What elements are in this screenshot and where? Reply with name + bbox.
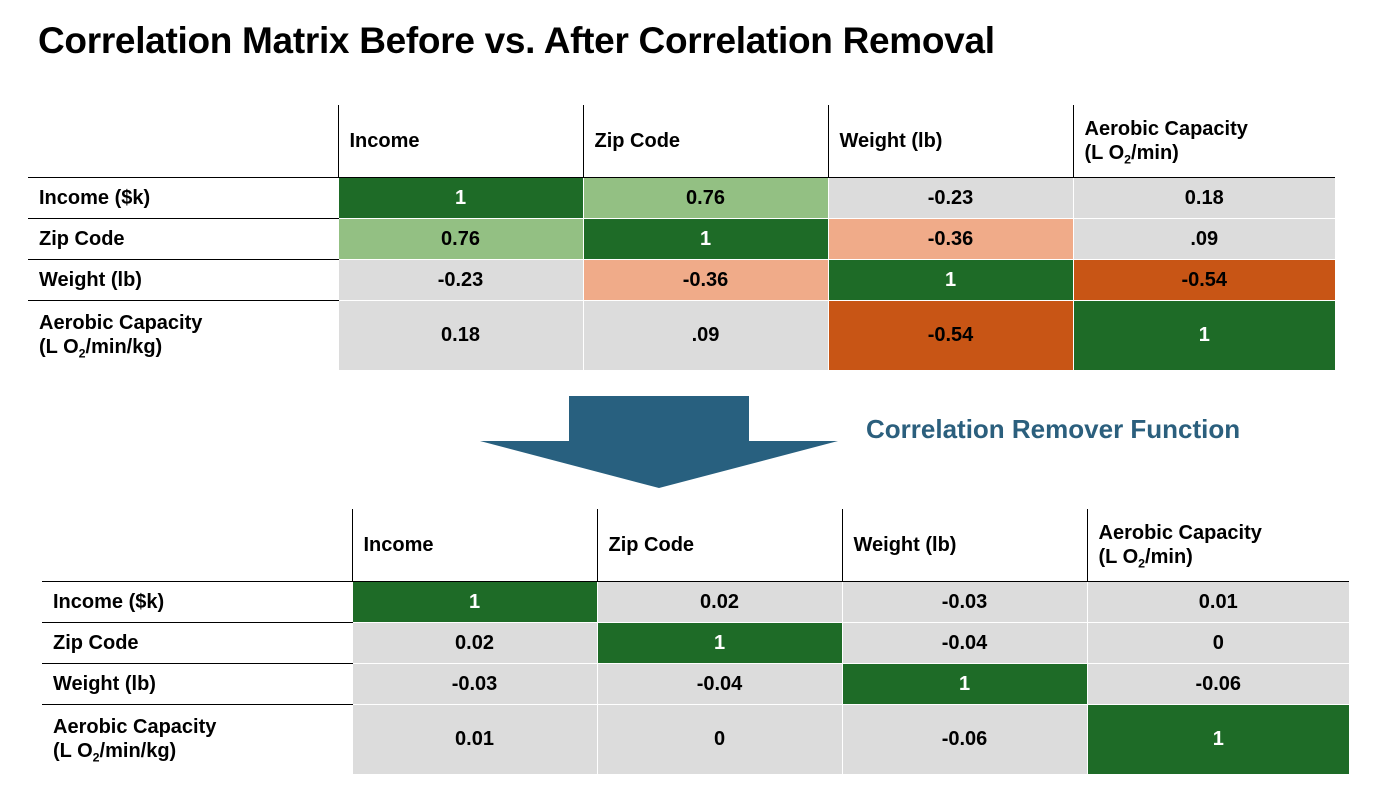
row-header: Income ($k) bbox=[42, 581, 352, 623]
row-header-label: Zip Code bbox=[53, 631, 139, 654]
column-header-label: Weight (lb) bbox=[853, 533, 957, 556]
column-header: Zip Code bbox=[582, 105, 828, 178]
row-header: Zip Code bbox=[42, 622, 352, 664]
page-title: Correlation Matrix Before vs. After Corr… bbox=[38, 20, 995, 61]
correlation-cell: -0.36 bbox=[582, 259, 828, 301]
correlation-cell: 0 bbox=[1086, 622, 1349, 664]
row-header: Aerobic Capacity (L O2/min/kg) bbox=[42, 704, 352, 774]
row-header: Aerobic Capacity (L O2/min/kg) bbox=[28, 300, 338, 370]
corner-cell bbox=[28, 105, 338, 178]
column-header-label-line1: Aerobic Capacity bbox=[1098, 521, 1262, 544]
table-row: Weight (lb) -0.23 -0.36 1 -0.54 bbox=[28, 259, 1335, 301]
table-row: Aerobic Capacity (L O2/min/kg) 0.18.09 -0.5… bbox=[28, 300, 1335, 371]
column-header-label-line2: (L O2/min) bbox=[1084, 141, 1179, 167]
correlation-cell: 0.76 bbox=[337, 218, 583, 260]
row-header-label-line2: (L O2/min/kg) bbox=[39, 336, 163, 361]
correlation-cell: .09 bbox=[1072, 218, 1335, 260]
row-header: Zip Code bbox=[28, 218, 338, 260]
column-header: Weight (lb) bbox=[827, 105, 1073, 178]
column-header-label: Weight (lb) bbox=[839, 129, 943, 152]
correlation-cell: -0.23 bbox=[827, 177, 1073, 219]
column-header: Aerobic Capacity (L O2/min) bbox=[1072, 105, 1335, 178]
column-header-label: Income bbox=[363, 533, 434, 556]
correlation-cell: 0.01 bbox=[1086, 581, 1349, 623]
row-header-label: Income ($k) bbox=[53, 590, 165, 613]
table-row: Aerobic Capacity (L O2/min/kg) 0.01 0 -0.06 1 bbox=[42, 704, 1349, 775]
correlation-cell: 1 bbox=[337, 177, 583, 219]
before-matrix: Income Zip Code Weight (lb) Aerobic Capacit… bbox=[28, 105, 1335, 371]
column-header-label-line2: (L O2/min) bbox=[1098, 545, 1193, 571]
correlation-cell: -0.03 bbox=[351, 663, 597, 705]
table-row: Income ($k) 1 0.76 -0.23 0.18 bbox=[28, 177, 1335, 219]
row-header-label-line1: Aerobic Capacity bbox=[39, 312, 203, 335]
column-header-label: Income bbox=[349, 129, 420, 152]
down-arrow-icon bbox=[480, 396, 838, 493]
row-header: Weight (lb) bbox=[42, 663, 352, 705]
correlation-cell: 1 bbox=[827, 259, 1073, 301]
column-header: Income bbox=[337, 105, 583, 178]
correlation-cell: 0 bbox=[596, 704, 842, 775]
transition-label: Correlation Remover Function bbox=[866, 414, 1241, 444]
column-header-label: Zip Code bbox=[608, 533, 695, 556]
column-header-label-line1: Aerobic Capacity bbox=[1084, 117, 1248, 140]
table-row: Zip Code 0.76 1 -0.36.09 bbox=[28, 218, 1335, 260]
row-header: Income ($k) bbox=[28, 177, 338, 219]
correlation-cell: 0.02 bbox=[596, 581, 842, 623]
correlation-cell: -0.06 bbox=[1086, 663, 1349, 705]
correlation-cell: 0.18 bbox=[1072, 177, 1335, 219]
row-header-label: Zip Code bbox=[39, 227, 125, 250]
correlation-cell: -0.04 bbox=[596, 663, 842, 705]
correlation-cell: 1 bbox=[582, 218, 828, 260]
row-header-label: Income ($k) bbox=[39, 186, 151, 209]
row-header-label-line2: (L O2/min/kg) bbox=[53, 740, 177, 765]
column-header: Aerobic Capacity (L O2/min) bbox=[1086, 509, 1349, 582]
correlation-cell: -0.23 bbox=[337, 259, 583, 301]
correlation-cell: -0.54 bbox=[1072, 259, 1335, 301]
correlation-cell: 1 bbox=[596, 622, 842, 664]
correlation-cell: 1 bbox=[1086, 704, 1349, 775]
after-matrix: Income Zip Code Weight (lb) Aerobic Capacit… bbox=[42, 509, 1349, 775]
column-header: Income bbox=[351, 509, 597, 582]
corner-cell bbox=[42, 509, 352, 582]
column-header: Weight (lb) bbox=[841, 509, 1087, 582]
row-header-label: Weight (lb) bbox=[39, 268, 142, 291]
correlation-cell: -0.06 bbox=[841, 704, 1087, 775]
correlation-cell: 0.18 bbox=[337, 300, 583, 371]
correlation-cell: -0.36 bbox=[827, 218, 1073, 260]
correlation-cell: 1 bbox=[1072, 300, 1335, 371]
table-row: Zip Code 0.02 1 -0.04 0 bbox=[42, 622, 1349, 664]
correlation-cell: -0.04 bbox=[841, 622, 1087, 664]
correlation-cell: 1 bbox=[841, 663, 1087, 705]
correlation-cell: .09 bbox=[582, 300, 828, 371]
correlation-cell: -0.03 bbox=[841, 581, 1087, 623]
correlation-cell: 0.02 bbox=[351, 622, 597, 664]
row-header: Weight (lb) bbox=[28, 259, 338, 301]
correlation-cell: 0.01 bbox=[351, 704, 597, 775]
column-header: Zip Code bbox=[596, 509, 842, 582]
correlation-cell: 1 bbox=[351, 581, 597, 623]
column-header-label: Zip Code bbox=[594, 129, 681, 152]
correlation-cell: -0.54 bbox=[827, 300, 1073, 371]
row-header-label: Weight (lb) bbox=[53, 672, 156, 695]
correlation-cell: 0.76 bbox=[582, 177, 828, 219]
table-row: Income ($k) 1 0.02 -0.03 0.01 bbox=[42, 581, 1349, 623]
table-row: Weight (lb) -0.03 -0.04 1 -0.06 bbox=[42, 663, 1349, 705]
row-header-label-line1: Aerobic Capacity bbox=[53, 716, 217, 739]
